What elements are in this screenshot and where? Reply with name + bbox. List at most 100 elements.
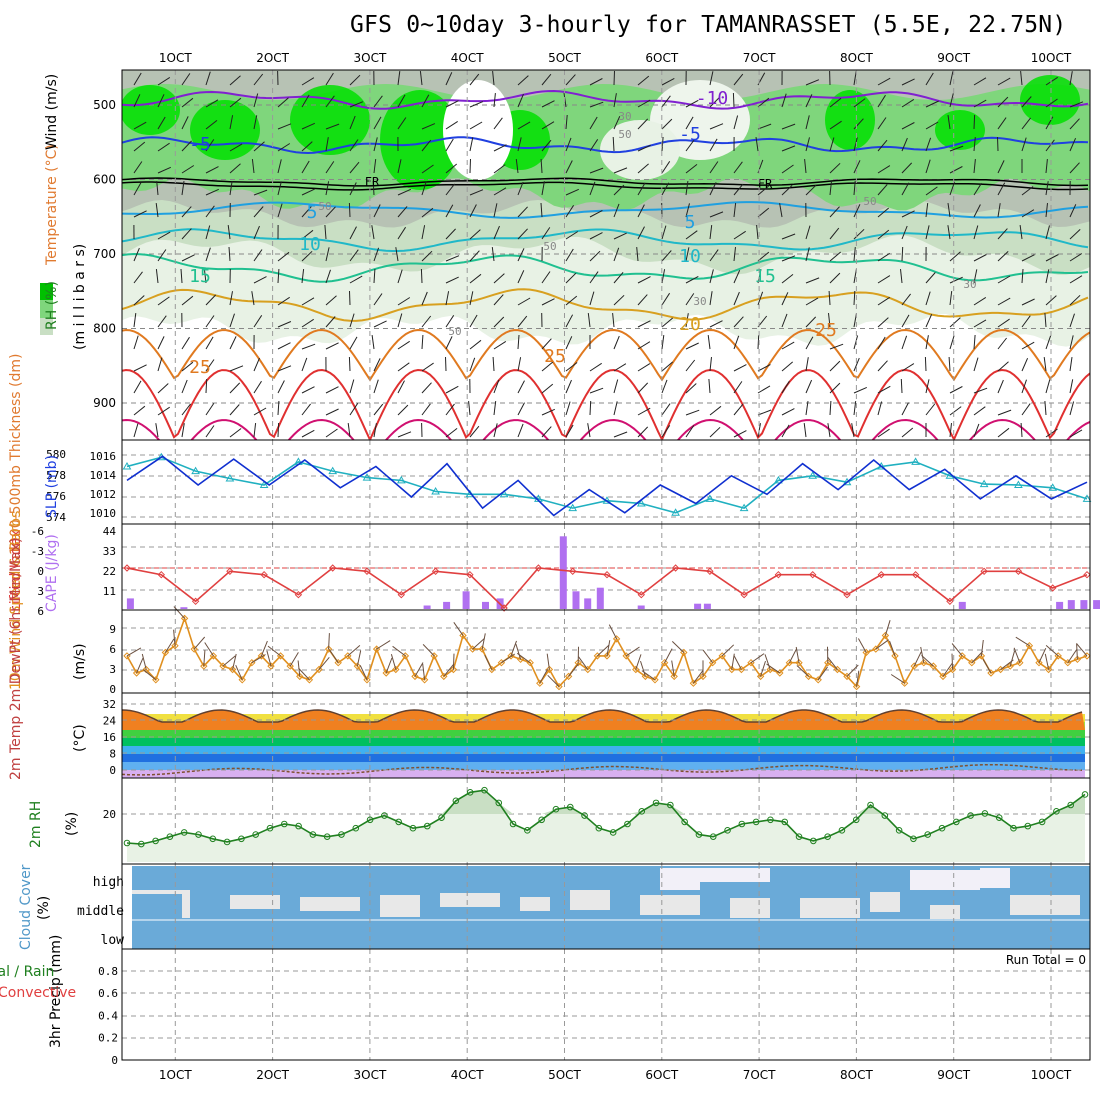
contour-label: 50: [618, 128, 631, 141]
rh-blob-2: [290, 85, 370, 155]
wind-barb: [420, 268, 423, 284]
thickness-line-point: [362, 473, 372, 481]
wind10-barb: [671, 641, 685, 653]
wind-barb: [901, 78, 915, 86]
wind-barb: [925, 203, 929, 218]
wind-barb: [1069, 401, 1075, 416]
wind-barb: [589, 167, 604, 174]
wind-barb: [805, 297, 819, 306]
rh2m-line-point: [953, 818, 960, 826]
wind-barb: [709, 426, 721, 438]
wind-barb: [829, 120, 842, 130]
rh2m-line-point: [166, 833, 174, 840]
wind10-barb: [422, 663, 426, 680]
wind10-barb: [359, 665, 368, 680]
wind-barb: [805, 247, 810, 262]
rh2m-line-point: [867, 801, 874, 809]
wind10-barb: [921, 655, 934, 667]
wind-barb: [1069, 71, 1073, 86]
rh2m-line-point: [538, 816, 545, 824]
wind-barb: [733, 364, 747, 372]
wind-barb: [829, 97, 842, 108]
wind-barb: [925, 272, 936, 284]
wind-barb: [613, 335, 620, 350]
wind-barb: [301, 318, 314, 328]
x-axis-top: 1OCT 2OCT 3OCT 4OCT 5OCT 6OCT 7OCT 8OCT 9OCT 10OC…: [159, 51, 1072, 65]
thickness-tick: 578: [46, 469, 66, 482]
wind-barb: [421, 94, 430, 108]
lifted-index-line-point: [431, 567, 440, 576]
wind-barb: [277, 123, 292, 130]
rh2m-line-point: [309, 831, 317, 838]
temp-contour-25: [122, 328, 1090, 382]
wind-barb: [565, 137, 572, 152]
li-tick: -6: [31, 525, 44, 538]
rh2m-line-point: [481, 786, 488, 794]
wind-barb: [325, 295, 337, 306]
x-tick-label-bottom: 7OCT: [743, 1068, 776, 1082]
wind10-barb: [1009, 650, 1016, 667]
wind-barb: [685, 203, 690, 218]
wind-barb: [421, 315, 432, 328]
wind-barb: [685, 359, 696, 372]
wind-barb: [229, 365, 244, 372]
wind-barb: [757, 334, 760, 350]
wind10-barb: [857, 638, 867, 653]
rh2m-line-point: [938, 824, 946, 832]
wind10-barb: [641, 670, 656, 681]
wind10-barb: [484, 654, 493, 670]
wind10-tick: 6: [109, 643, 116, 656]
wind-barb: [133, 182, 142, 196]
rh2m-line-point: [209, 835, 217, 843]
wind-barb: [925, 313, 933, 328]
wind-barb: [901, 225, 908, 240]
wind-barb: [253, 380, 262, 394]
precip-title-total: tal / Rain: [0, 964, 54, 980]
wind-barb: [397, 340, 410, 350]
wind10-barb: [547, 674, 560, 687]
rh2m-line-point: [395, 818, 402, 826]
x-tick-label-top: 3OCT: [354, 51, 387, 65]
lifted-index-line-point: [363, 567, 371, 576]
wind-barb: [757, 251, 770, 262]
rh-legend-swatch-3: [40, 318, 53, 335]
thickness-axis-title: 1000-500mb Thickness (dm): [8, 354, 24, 555]
wind-barb: [565, 114, 568, 130]
wind-barb: [493, 423, 498, 438]
contour-label: 5: [307, 202, 318, 223]
contour-label: -5: [189, 134, 211, 155]
wind-barb: [853, 137, 858, 152]
wind-barb: [421, 164, 434, 174]
wind10-line-point: [161, 648, 170, 657]
wind10-line-point: [1054, 652, 1062, 660]
wind10-line-point: [756, 672, 765, 681]
wind-barb: [133, 271, 143, 284]
wind-barb: [325, 72, 334, 86]
wind-barb: [229, 382, 241, 394]
wind-barb: [589, 209, 603, 218]
wind-barb: [853, 357, 860, 372]
x-tick-label-bottom: 3OCT: [354, 1068, 387, 1082]
wind-barb: [853, 290, 856, 306]
cape-tick: 44: [103, 525, 117, 538]
wind-barb: [397, 269, 403, 284]
wind-barb: [613, 294, 625, 306]
wind-barb: [589, 101, 604, 108]
wind10-axis-title: 10m Wind Speed & Barbs: [8, 511, 24, 690]
rh2m-line-point: [895, 827, 903, 834]
wind-barb: [205, 315, 215, 328]
rh2m-line-point: [295, 822, 302, 830]
wind10-barb: [875, 639, 889, 650]
wind-barb: [517, 228, 528, 240]
lifted-index-line-point: [1048, 584, 1057, 592]
slp-tick: 1014: [90, 469, 117, 482]
wind-barb: [229, 115, 234, 130]
cape-tick: 22: [103, 565, 116, 578]
wind-barb: [805, 336, 814, 350]
wind10-line-point: [574, 658, 582, 667]
wind10-barb: [136, 658, 144, 674]
wind-barb: [805, 357, 809, 372]
wind-barb: [397, 362, 410, 372]
freezing-level-1: [122, 177, 1089, 187]
wind10-line-point: [228, 665, 237, 674]
